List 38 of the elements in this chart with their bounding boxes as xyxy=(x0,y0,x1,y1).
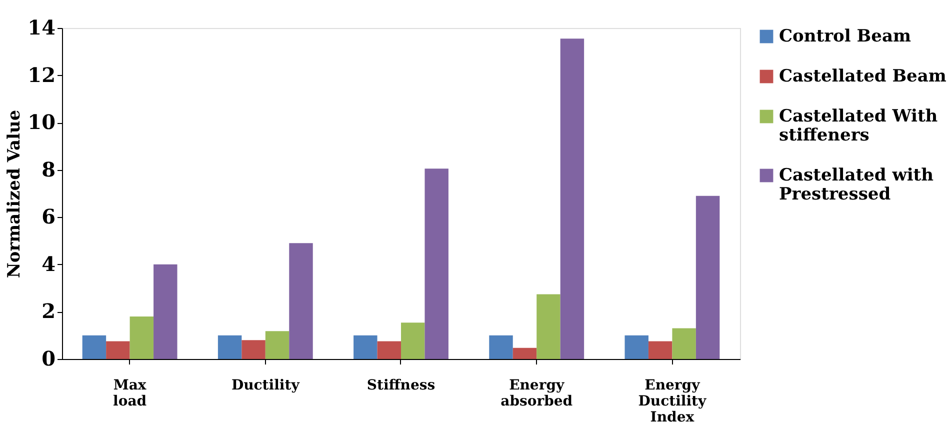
bar xyxy=(536,294,560,359)
bar xyxy=(242,340,266,359)
y-tick-label: 4 xyxy=(42,252,56,276)
y-axis-title: Normalized Value xyxy=(4,110,25,278)
bar xyxy=(154,264,178,359)
x-tick-label: Ductility xyxy=(231,378,300,394)
y-tick-label: 2 xyxy=(42,299,56,324)
legend-label: Castellated With stiffeners xyxy=(779,106,938,146)
x-tick-label: Energy absorbed xyxy=(500,378,573,410)
bar xyxy=(696,196,720,359)
bar xyxy=(377,341,401,359)
bar xyxy=(106,341,130,359)
bar xyxy=(672,328,696,359)
y-tick-label: 14 xyxy=(28,16,56,40)
bar xyxy=(265,331,290,359)
bar xyxy=(648,341,672,359)
bar xyxy=(82,335,106,359)
legend-label: Control Beam xyxy=(779,26,911,46)
y-tick-label: 6 xyxy=(42,204,56,229)
bar xyxy=(424,168,448,359)
bar xyxy=(512,348,537,359)
legend-label: Castellated Beam xyxy=(779,66,946,86)
legend-label: Castellated with Prestressed xyxy=(779,166,934,204)
y-tick-label: 0 xyxy=(42,346,56,370)
bar xyxy=(130,316,154,359)
bar xyxy=(401,322,425,359)
bar xyxy=(489,335,513,359)
bar xyxy=(560,38,584,359)
bar xyxy=(289,243,313,359)
y-tick-label: 12 xyxy=(28,62,56,87)
x-tick-label: Energy Ductility Index xyxy=(638,378,707,426)
y-tick-label: 10 xyxy=(28,110,56,134)
bar xyxy=(218,335,242,359)
x-tick-label: Stiffness xyxy=(366,378,436,394)
x-tick-label: Max load xyxy=(113,378,147,410)
bar xyxy=(354,335,378,359)
bar xyxy=(624,335,648,359)
y-tick-label: 8 xyxy=(42,157,56,182)
